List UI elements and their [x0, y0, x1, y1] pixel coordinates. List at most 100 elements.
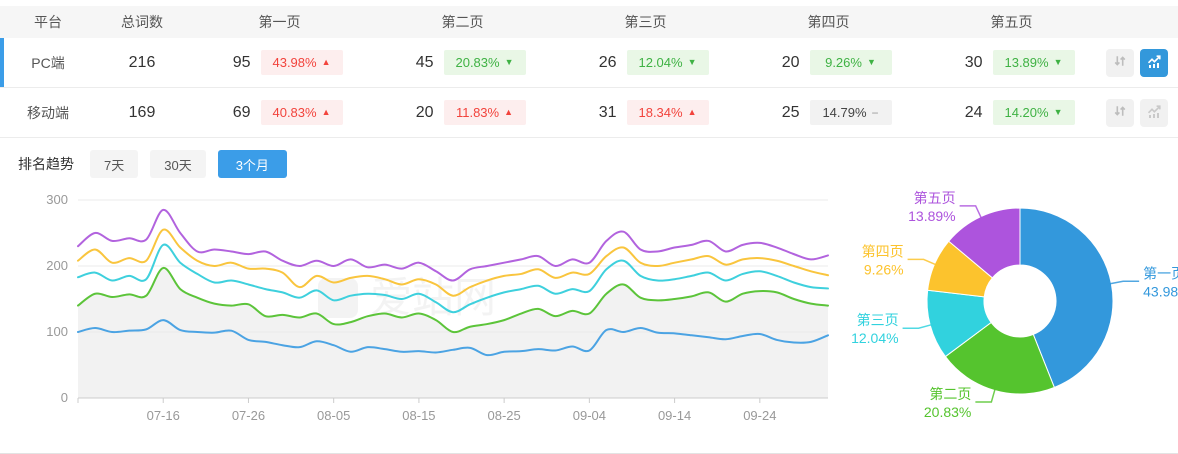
page-count: 45 [415, 53, 434, 71]
down-arrow-icon: ▼ [866, 57, 876, 67]
x-axis-label: 09-24 [743, 408, 776, 423]
page1-cell: 95 43.98% ▲ [188, 50, 371, 75]
y-axis-label: 100 [46, 324, 68, 339]
page-count: 69 [232, 103, 251, 121]
tab-3-months[interactable]: 3个月 [217, 150, 287, 178]
x-axis-label: 07-16 [147, 408, 180, 423]
page1-cell: 69 40.83% ▲ [188, 100, 371, 125]
tab-7-days[interactable]: 7天 [90, 150, 139, 178]
donut-slice-第一页 [1019, 207, 1114, 389]
y-axis-label: 300 [46, 192, 68, 207]
donut-label-第一页: 第一页43.98% [1143, 265, 1178, 299]
trend-chart-button[interactable] [1140, 98, 1168, 127]
page-count: 25 [781, 103, 800, 121]
change-badge: 20.83% ▼ [443, 50, 526, 75]
label-leader-line [1109, 280, 1140, 285]
x-axis-label: 08-15 [402, 408, 435, 423]
page-count: 95 [232, 53, 251, 71]
change-value: 12.04% [638, 55, 683, 70]
trend-series-第一页 [77, 319, 829, 357]
change-value: 11.83% [455, 105, 500, 120]
donut-slice-第五页 [948, 207, 1021, 279]
page4-cell: 20 9.26% ▼ [737, 50, 920, 75]
platform-table: 平台 总词数 第一页 第二页 第三页 第四页 第五页 PC端 216 95 43.98… [0, 0, 1178, 138]
x-axis-label: 08-05 [317, 408, 350, 423]
trend-title: 排名趋势 [18, 156, 74, 172]
sort-arrows-icon [1113, 54, 1127, 71]
col-header-total-words: 总词数 [121, 14, 163, 30]
change-value: 43.98% [272, 55, 317, 70]
sort-button[interactable] [1106, 98, 1134, 127]
trend-series-第三页 [77, 243, 829, 314]
up-arrow-icon: ▲ [687, 107, 697, 117]
trend-series-第五页 [77, 208, 829, 282]
page-count: 20 [415, 103, 434, 121]
page5-cell: 30 13.89% ▼ [920, 50, 1103, 75]
change-value: 18.34% [638, 105, 683, 120]
y-axis-label: 200 [46, 258, 68, 273]
page-count: 20 [781, 53, 800, 71]
y-axis-label: 0 [61, 390, 68, 405]
change-value: 20.83% [455, 55, 500, 70]
label-leader-line [907, 258, 937, 266]
up-arrow-icon: ▲ [321, 57, 331, 67]
donut-label-第三页: 第三页 12.04% [851, 312, 898, 346]
table-header-row: 平台 总词数 第一页 第二页 第三页 第四页 第五页 [0, 6, 1178, 38]
table-body: PC端 216 95 43.98% ▲ 45 20.83% ▼ 26 12.04% ▼ 20 9.26%… [0, 38, 1178, 138]
line-chart-icon [1147, 54, 1162, 72]
change-value: 40.83% [272, 105, 317, 120]
sort-button[interactable] [1106, 48, 1134, 77]
page3-cell: 31 18.34% ▲ [554, 100, 737, 125]
total-words-value: 169 [128, 103, 156, 121]
x-axis-label: 08-25 [488, 408, 521, 423]
change-badge: 13.89% ▼ [992, 50, 1075, 75]
table-row[interactable]: PC端 216 95 43.98% ▲ 45 20.83% ▼ 26 12.04% ▼ 20 9.26%… [0, 38, 1178, 88]
x-axis-label: 07-26 [232, 408, 265, 423]
change-badge: 12.04% ▼ [626, 50, 709, 75]
charts-row: 0 100 200 300 07-16 07-26 08-05 08-15 08-25 09-04… [18, 186, 1178, 454]
up-arrow-icon: ▲ [504, 107, 514, 117]
trend-line-chart: 0 100 200 300 07-16 07-26 08-05 08-15 08-25 09-04… [18, 186, 848, 454]
sort-arrows-icon [1113, 104, 1127, 121]
col-header-page5: 第五页 [990, 14, 1033, 30]
row-actions [1103, 98, 1178, 127]
label-leader-line [959, 205, 983, 219]
trend-chart-button[interactable] [1140, 48, 1168, 77]
change-value: 9.26% [825, 55, 862, 70]
change-value: 13.89% [1004, 55, 1049, 70]
col-header-page3: 第三页 [624, 14, 667, 30]
line-chart-icon [1147, 104, 1162, 122]
trend-toolbar: 排名趋势 7天 30天 3个月 [18, 150, 1178, 178]
change-badge: 11.83% ▲ [443, 100, 526, 125]
x-axis-label: 09-14 [658, 408, 691, 423]
col-header-page4: 第四页 [807, 14, 850, 30]
change-badge: 18.34% ▲ [626, 100, 709, 125]
down-arrow-icon: ▼ [687, 57, 697, 67]
page4-cell: 25 14.79% − [737, 100, 920, 125]
tab-30-days[interactable]: 30天 [150, 150, 206, 178]
down-arrow-icon: ▼ [504, 57, 514, 67]
donut-label-第二页: 第二页 20.83% [924, 386, 971, 420]
total-words-value: 216 [128, 53, 156, 71]
donut-slice-第二页 [944, 321, 1055, 395]
down-arrow-icon: ▼ [1053, 57, 1063, 67]
table-row[interactable]: 移动端 169 69 40.83% ▲ 20 11.83% ▲ 31 18.34% ▲ 25 14.79… [0, 88, 1178, 138]
page-count: 24 [964, 103, 983, 121]
page2-cell: 20 11.83% ▲ [371, 100, 554, 125]
row-actions [1103, 48, 1178, 77]
col-header-page2: 第二页 [441, 14, 484, 30]
change-badge: 14.79% − [809, 100, 892, 125]
down-arrow-icon: ▼ [1053, 107, 1063, 117]
page-count: 30 [964, 53, 983, 71]
rank-trend-section: 排名趋势 7天 30天 3个月 0 100 200 300 07-16 07-26 08-0… [0, 138, 1178, 454]
change-badge: 43.98% ▲ [260, 50, 343, 75]
donut-label-第五页: 第五页 13.89% [908, 190, 955, 224]
change-badge: 14.20% ▼ [992, 100, 1075, 125]
page-count: 26 [598, 53, 617, 71]
page5-cell: 24 14.20% ▼ [920, 100, 1103, 125]
up-arrow-icon: ▲ [321, 107, 331, 117]
x-axis-label: 09-04 [573, 408, 606, 423]
col-header-page1: 第一页 [258, 14, 301, 30]
